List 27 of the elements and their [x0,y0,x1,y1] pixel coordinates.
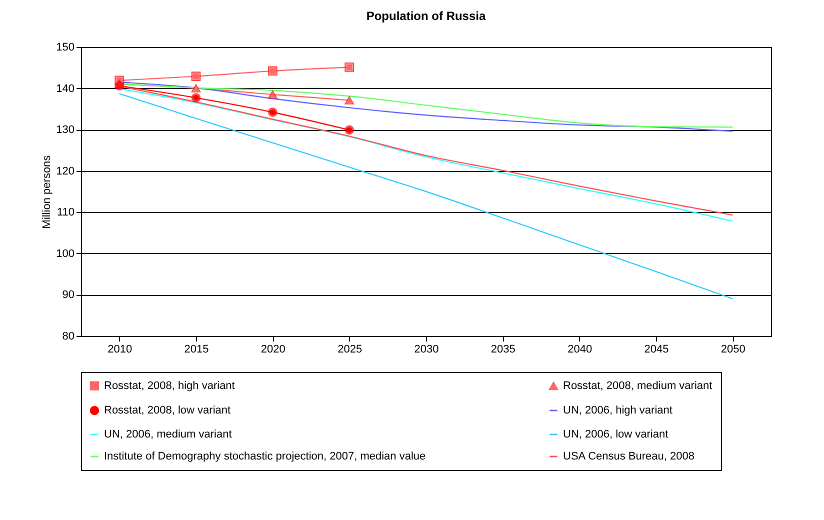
x-tick-label: 2045 [644,344,669,356]
y-tick-label: 150 [56,42,74,54]
legend-label: Rosstat, 2008, low variant [104,404,231,416]
legend-label: Rosstat, 2008, medium variant [563,380,712,392]
y-tick-label: 140 [56,82,74,95]
x-tick-label: 2030 [414,344,439,356]
legend-label: Institute of Demography stochastic projection, 2007, median value [104,450,426,462]
y-tick-label: 120 [56,165,74,178]
x-tick-label: 2040 [568,344,592,356]
x-tick-label: 2020 [260,344,286,356]
chart-title: Population of Russia [366,9,486,23]
x-tick-label: 2035 [490,344,516,356]
y-tick-label: 100 [56,248,74,260]
x-tick-label: 2050 [720,344,746,356]
y-tick-label: 130 [56,124,74,136]
y-tick-label: 90 [62,289,74,302]
y-tick-label: 110 [56,206,74,219]
legend-label: USA Census Bureau, 2008 [563,450,694,462]
legend-label: UN, 2006, low variant [563,428,668,440]
x-tick-label: 2025 [338,344,362,356]
legend-label: Rosstat, 2008, high variant [104,380,235,392]
y-tick-label: 80 [62,330,74,342]
x-tick-label: 2010 [108,344,132,356]
x-tick-label: 2015 [184,344,209,356]
legend-label: UN, 2006, medium variant [104,428,232,440]
legend-label: UN, 2006, high variant [563,404,672,416]
y-axis-title: Million persons [41,154,54,229]
